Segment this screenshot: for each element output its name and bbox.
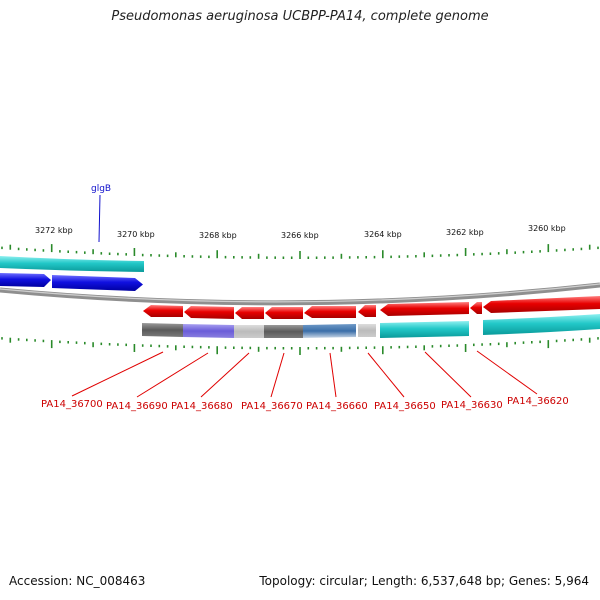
coordinate-label: 3266 kbp: [281, 231, 319, 240]
category-segment[interactable]: [234, 325, 264, 338]
gene-arrow-reverse[interactable]: [483, 296, 600, 313]
locus-label[interactable]: PA14_36690: [106, 401, 168, 412]
gene-arrow-reverse[interactable]: [143, 305, 183, 317]
genome-backbone: [0, 282, 600, 306]
cds-band-top[interactable]: [0, 256, 144, 272]
locus-label[interactable]: PA14_36630: [441, 400, 503, 411]
gene-arrow-reverse[interactable]: [358, 305, 376, 317]
map-title: Pseudomonas aeruginosa UCBPP-PA14, compl…: [111, 9, 489, 24]
locus-label[interactable]: PA14_36700: [41, 399, 103, 410]
coordinate-label: 3260 kbp: [528, 224, 566, 233]
cds-band-bottom[interactable]: [380, 321, 469, 338]
gene-name-leader: [98, 194, 101, 243]
cds-band-bottom[interactable]: [483, 314, 600, 335]
coordinate-label: 3268 kbp: [199, 231, 237, 240]
coordinate-ticks-top: [1, 244, 599, 259]
gene-arrow-forward[interactable]: [0, 273, 51, 287]
genome-summary-text: Topology: circular; Length: 6,537,648 bp…: [259, 574, 589, 588]
genome-backbone-highlight: [0, 283, 600, 303]
gene-arrow-reverse[interactable]: [235, 307, 264, 319]
category-segment[interactable]: [303, 324, 356, 338]
gene-arrow-reverse[interactable]: [380, 302, 469, 316]
coordinate-label: 3262 kbp: [446, 228, 484, 237]
category-segment[interactable]: [183, 324, 234, 338]
gene-arrow-forward[interactable]: [52, 275, 143, 291]
coordinate-label: 3270 kbp: [117, 230, 155, 239]
locus-leaders: [71, 350, 538, 398]
gene-arrow-reverse[interactable]: [265, 307, 303, 319]
coordinate-ticks-bottom: [1, 337, 599, 355]
coordinate-label: 3272 kbp: [35, 226, 73, 235]
locus-label[interactable]: PA14_36620: [507, 396, 569, 407]
locus-label[interactable]: PA14_36650: [374, 401, 436, 412]
category-segment[interactable]: [358, 324, 376, 337]
locus-label[interactable]: PA14_36660: [306, 401, 368, 412]
gene-arrow-reverse[interactable]: [304, 306, 356, 318]
locus-label[interactable]: PA14_36670: [241, 401, 303, 412]
locus-label[interactable]: PA14_36680: [171, 401, 233, 412]
accession-text: Accession: NC_008463: [9, 574, 146, 588]
gene-arrow-reverse[interactable]: [470, 302, 482, 314]
coordinate-label: 3264 kbp: [364, 230, 402, 239]
category-segment[interactable]: [264, 325, 303, 338]
gene-name-label[interactable]: glgB: [91, 184, 111, 194]
gene-arrow-reverse[interactable]: [184, 306, 234, 319]
category-segment[interactable]: [142, 323, 183, 337]
